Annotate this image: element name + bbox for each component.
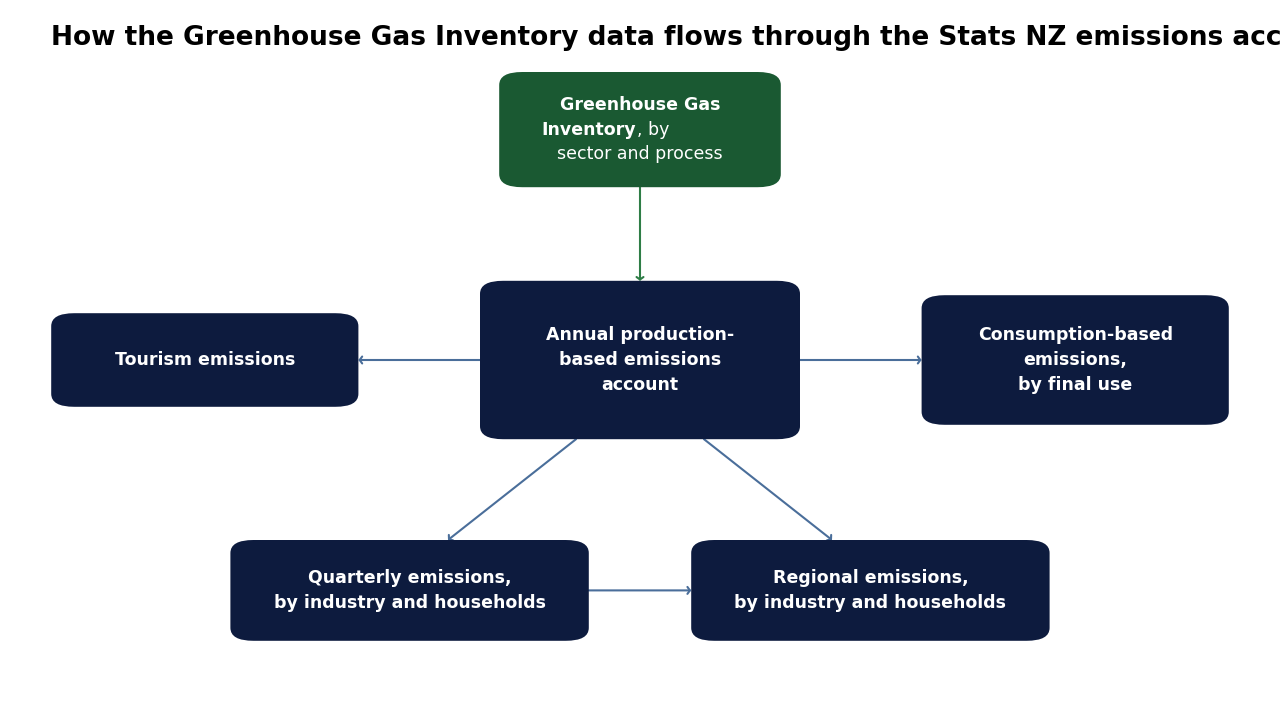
FancyBboxPatch shape	[922, 295, 1229, 425]
Text: How the Greenhouse Gas Inventory data flows through the Stats NZ emissions accou: How the Greenhouse Gas Inventory data fl…	[51, 25, 1280, 51]
Text: Quarterly emissions,
by industry and households: Quarterly emissions, by industry and hou…	[274, 569, 545, 612]
Text: Tourism emissions: Tourism emissions	[115, 351, 294, 369]
FancyBboxPatch shape	[51, 313, 358, 407]
Text: Greenhouse Gas: Greenhouse Gas	[559, 96, 721, 114]
FancyBboxPatch shape	[230, 540, 589, 641]
Text: sector and process: sector and process	[557, 145, 723, 163]
Text: Annual production-
based emissions
account: Annual production- based emissions accou…	[545, 326, 735, 394]
Text: , by: , by	[637, 120, 669, 138]
FancyBboxPatch shape	[691, 540, 1050, 641]
Text: Consumption-based
emissions,
by final use: Consumption-based emissions, by final us…	[978, 326, 1172, 394]
FancyBboxPatch shape	[499, 72, 781, 187]
Text: Regional emissions,
by industry and households: Regional emissions, by industry and hous…	[735, 569, 1006, 612]
FancyBboxPatch shape	[480, 281, 800, 439]
Text: Inventory: Inventory	[541, 120, 636, 138]
